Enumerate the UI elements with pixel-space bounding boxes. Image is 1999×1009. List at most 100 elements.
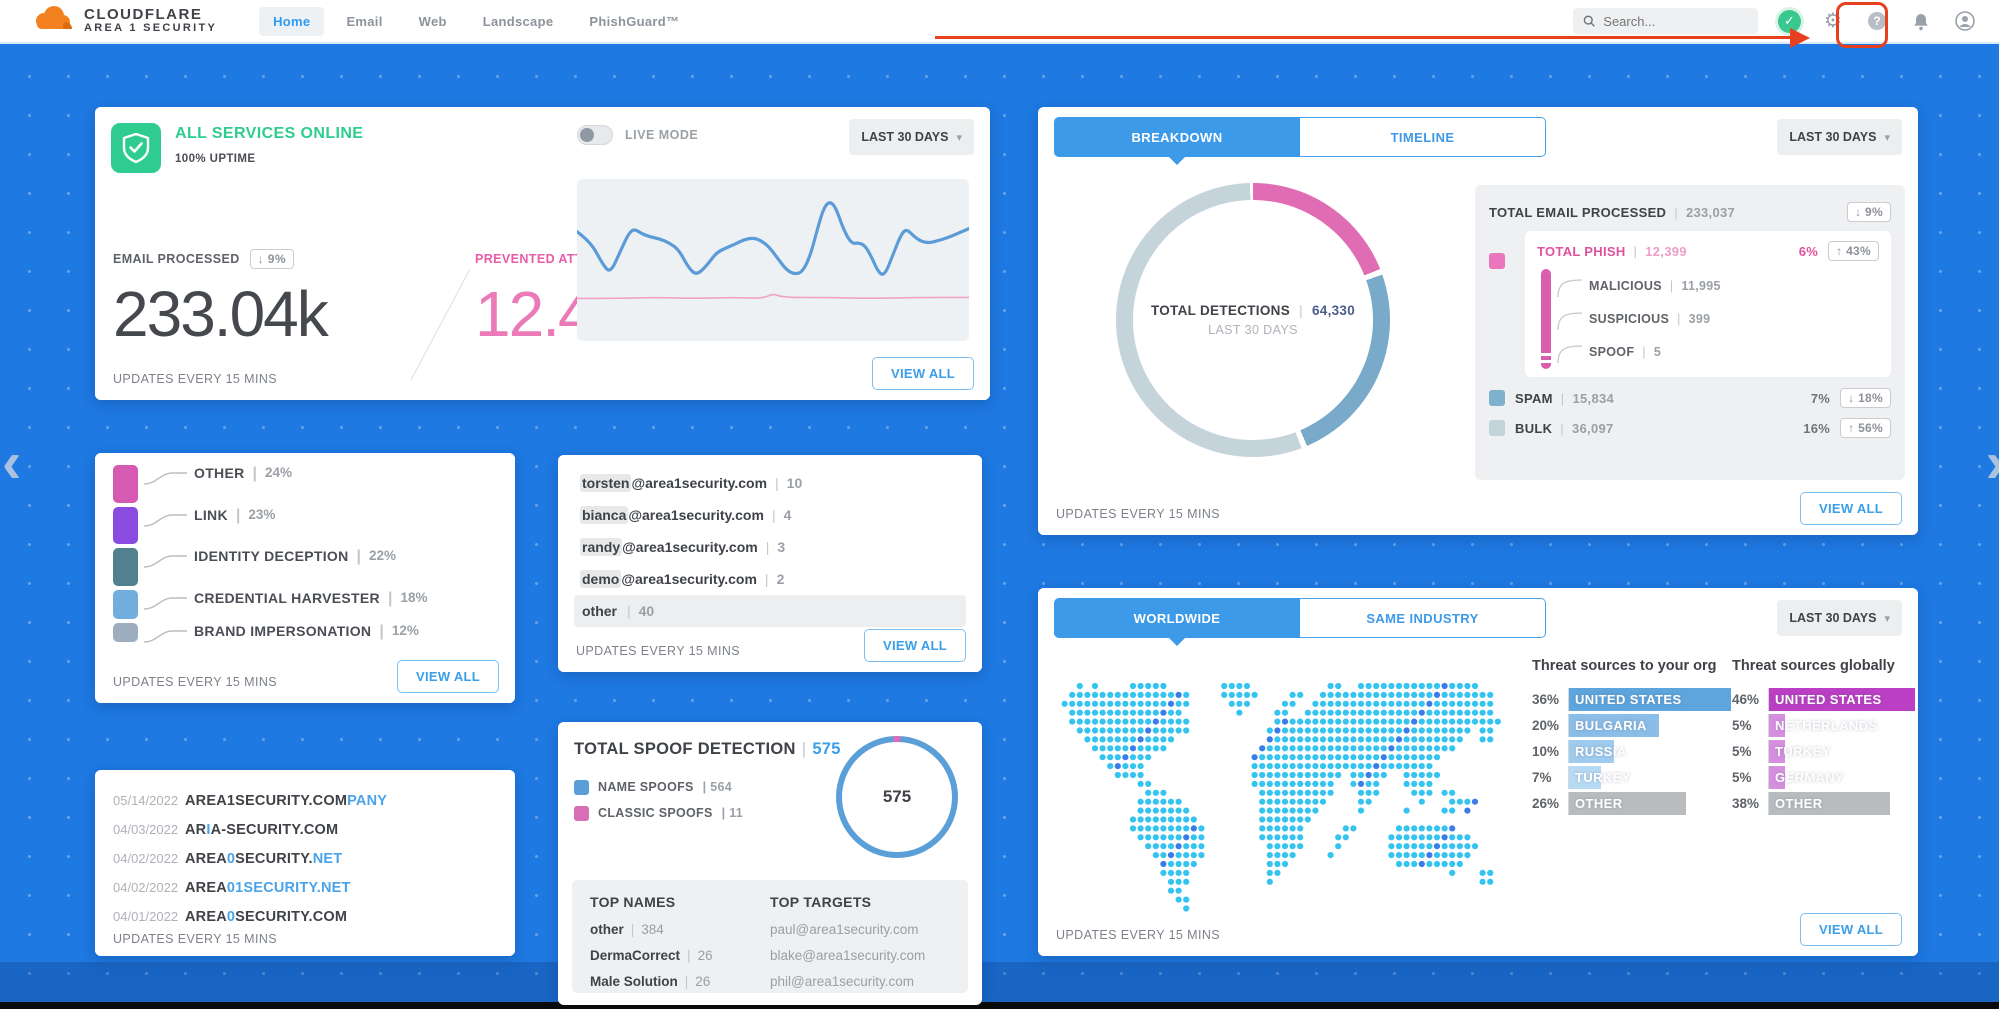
connector-line-icon	[142, 552, 188, 570]
tab-same-industry[interactable]: SAME INDUSTRY	[1300, 598, 1546, 638]
domain-row: 04/02/2022 AREA0SECURITY.NET	[113, 844, 499, 873]
live-mode-label: LIVE MODE	[625, 128, 699, 142]
threat-source-row: 20% BULGARIA	[1532, 714, 1731, 737]
carousel-right-arrow[interactable]: ›	[1986, 428, 1999, 498]
threat-type-label: IDENTITY DECEPTION	[194, 548, 349, 564]
connector-line-icon	[142, 469, 188, 487]
system-stats-card: SYSTEM STATS ALL SERVICES ONLINE 100% UP…	[95, 88, 990, 400]
domain-date: 04/01/2022	[113, 909, 179, 924]
top-targets-list: paul@area1security.com blake@area1securit…	[770, 916, 950, 994]
threat-source-pct: 36%	[1532, 692, 1560, 707]
connector-line-icon	[1555, 306, 1585, 332]
help-icon[interactable]: ?	[1865, 9, 1889, 33]
search-icon	[1583, 15, 1595, 27]
services-status-text: ALL SERVICES ONLINE	[175, 125, 364, 142]
protection-status-badge[interactable]: ✓	[1778, 9, 1801, 33]
bec-domain: @area1security.com	[621, 571, 757, 587]
brand-name: CLOUDFLARE	[84, 6, 203, 24]
threat-source-bar: NETHERLANDS	[1769, 714, 1877, 737]
annotation-arrow-line	[935, 36, 1793, 39]
detection-stats-card: DETECTION STATS BREAKDOWN TIMELINE LAST 3…	[1038, 88, 1918, 535]
detection-view-all-button[interactable]: VIEW ALL	[1799, 492, 1902, 525]
nav-item-email[interactable]: Email	[346, 13, 383, 29]
main-nav: Home Email Web Landscape PhishGuard™	[259, 6, 693, 36]
threat-type-pct: 12%	[391, 623, 419, 638]
bec-target-row: randy @area1security.com | 3	[580, 538, 786, 556]
threat-type-pct: 22%	[368, 548, 397, 563]
threat-sources-global-column: Threat sources globally 46% UNITED STATES…	[1732, 658, 1915, 818]
bec-username: other	[582, 603, 617, 619]
bulk-row: BULK | 36,097 16% ↑ 56%	[1489, 413, 1891, 443]
bec-domain: @area1security.com	[631, 475, 768, 491]
nav-item-web[interactable]: Web	[418, 13, 447, 29]
search-box[interactable]	[1573, 8, 1758, 34]
threat-type-pct: 18%	[400, 590, 428, 605]
threat-type-color-chip	[113, 507, 138, 544]
domain-proximity-list: 05/14/2022 AREA1SECURITY.COMPANY 04/03/202…	[113, 786, 499, 931]
tab-worldwide[interactable]: WORLDWIDE	[1054, 598, 1300, 646]
nav-item-home[interactable]: Home	[259, 6, 325, 36]
bec-username: demo	[580, 570, 622, 588]
threat-source-pct: 7%	[1532, 770, 1552, 785]
domain-row: 04/01/2022 AREA0SECURITY.COM	[113, 902, 499, 931]
bec-view-all-button[interactable]: VIEW ALL	[863, 629, 966, 662]
legend-label: NAME SPOOFS	[598, 780, 694, 794]
live-mode-toggle[interactable]	[577, 125, 613, 145]
bec-count: 3	[777, 539, 786, 555]
threat-type-pct: 23%	[248, 507, 276, 522]
detection-range-dropdown[interactable]: LAST 30 DAYS	[1777, 119, 1902, 155]
org-spoof-card: ORG SPOOF TOTAL SPOOF DETECTION | 575 NAME…	[558, 703, 982, 1005]
threat-type-row: BRAND IMPERSONATION | 12%	[113, 623, 499, 646]
bottom-edge	[0, 1002, 1999, 1009]
legend-count: | 564	[702, 780, 732, 794]
phish-sub-row: MALICIOUS | 11,995	[1555, 269, 1721, 302]
threat-origins-card: THREAT ORIGINS WORLDWIDE SAME INDUSTRY LA…	[1038, 569, 1918, 956]
phish-sub-value: 11,995	[1681, 278, 1721, 293]
malicious-view-all-button[interactable]: VIEW ALL	[396, 660, 499, 693]
uptime-text: 100% UPTIME	[175, 153, 256, 165]
spoof-detection-title: TOTAL SPOOF DETECTION	[574, 740, 796, 758]
domain-date: 04/02/2022	[113, 851, 179, 866]
threat-type-row: CREDENTIAL HARVESTER | 18%	[113, 590, 499, 623]
org-column-title: Threat sources to your org	[1532, 658, 1717, 674]
threat-source-bar: GERMANY	[1769, 766, 1844, 789]
domain-name: AREA01SECURITY.NET	[185, 879, 351, 896]
account-icon[interactable]	[1953, 9, 1977, 33]
top-target-row: blake@area1security.com	[770, 947, 926, 963]
total-email-delta-badge: ↓ 9%	[1847, 202, 1891, 222]
tab-timeline[interactable]: TIMELINE	[1300, 117, 1546, 157]
threat-source-pct: 5%	[1732, 770, 1752, 785]
domain-proximity-card: DOMAIN PROXIMITY 05/14/2022 AREA1SECURITY…	[95, 751, 515, 956]
threat-source-bar: UNITED STATES	[1569, 688, 1731, 711]
threat-source-pct: 26%	[1532, 796, 1560, 811]
bec-count: 4	[783, 507, 792, 523]
search-input[interactable]	[1603, 13, 1748, 29]
phish-sub-row: SUSPICIOUS | 399	[1555, 302, 1721, 335]
notifications-bell-icon[interactable]	[1909, 9, 1933, 33]
top-name-row: DermaCorrect | 26	[590, 947, 713, 963]
system-stats-range-dropdown[interactable]: LAST 30 DAYS	[849, 119, 974, 155]
updates-caption: UPDATES EVERY 15 MINS	[1056, 928, 1221, 942]
domain-row: 04/03/2022 ARIA-SECURITY.COM	[113, 815, 499, 844]
updates-caption: UPDATES EVERY 15 MINS	[1056, 507, 1221, 521]
carousel-left-arrow[interactable]: ‹	[2, 430, 22, 495]
nav-item-phishguard[interactable]: PhishGuard™	[589, 13, 680, 29]
phish-breakdown-bar	[1541, 269, 1551, 369]
phish-sub-value: 5	[1653, 344, 1662, 359]
threat-source-row: 36% UNITED STATES	[1532, 688, 1731, 711]
cloudflare-logo[interactable]: CLOUDFLARE AREA 1 SECURITY	[0, 5, 217, 37]
system-stats-view-all-button[interactable]: VIEW ALL	[871, 357, 974, 390]
tab-breakdown[interactable]: BREAKDOWN	[1054, 117, 1300, 165]
detection-breakdown-panel: TOTAL EMAIL PROCESSED | 233,037 ↓ 9% TOTA…	[1475, 185, 1905, 480]
shield-check-icon	[111, 123, 161, 173]
threat-origins-range-dropdown[interactable]: LAST 30 DAYS	[1777, 600, 1902, 636]
bulk-delta-badge: ↑ 56%	[1840, 418, 1891, 438]
bec-username: torsten	[580, 474, 632, 492]
connector-line-icon	[142, 511, 188, 529]
phish-pct: 6%	[1798, 243, 1819, 259]
spam-delta-badge: ↓ 18%	[1840, 388, 1891, 408]
threat-origins-view-all-button[interactable]: VIEW ALL	[1799, 913, 1902, 946]
email-processed-value: 233.04k	[113, 278, 329, 350]
nav-item-landscape[interactable]: Landscape	[482, 13, 554, 29]
